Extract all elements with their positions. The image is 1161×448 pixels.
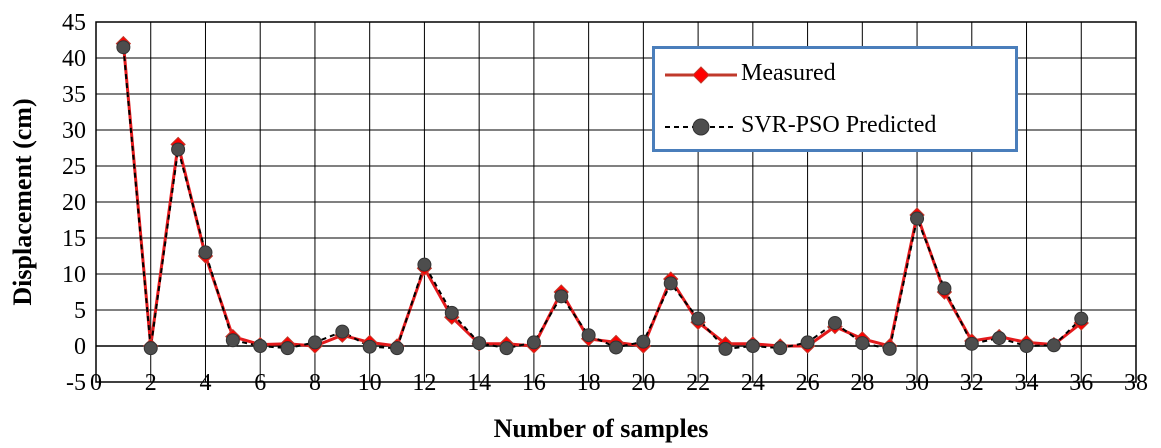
y-tick-label: 10	[62, 262, 86, 288]
x-tick-label: 10	[358, 370, 382, 396]
x-axis-label: Number of samples	[494, 414, 709, 443]
predicted-point	[992, 331, 1007, 346]
y-tick-label: 25	[62, 154, 86, 180]
predicted-point	[116, 40, 131, 55]
y-tick-label: 20	[62, 190, 86, 216]
predicted-point	[718, 341, 733, 356]
x-tick-label: 20	[631, 370, 655, 396]
x-tick-label: 28	[850, 370, 874, 396]
predicted-point	[636, 334, 651, 349]
legend-swatches	[665, 66, 737, 136]
y-tick-label: 30	[62, 118, 86, 144]
predicted-point	[390, 341, 405, 356]
y-axis-label: Displacement (cm)	[8, 98, 37, 305]
y-tick-label: -5	[66, 370, 86, 396]
x-tick-label: 26	[796, 370, 820, 396]
predicted-point	[499, 341, 514, 356]
predicted-point	[937, 281, 952, 296]
series-line-1	[122, 47, 1082, 351]
predicted-point	[691, 311, 706, 326]
predicted-point	[745, 339, 760, 353]
x-tick-label: 18	[577, 370, 601, 396]
x-tick-label: 8	[309, 370, 321, 396]
x-tick-label: 38	[1124, 370, 1148, 396]
predicted-point	[1019, 339, 1034, 353]
predicted-point	[554, 289, 569, 304]
predicted-point	[362, 339, 377, 354]
predicted-point	[280, 341, 295, 356]
predicted-point	[444, 305, 459, 320]
legend-swatch-predicted	[665, 118, 737, 136]
x-tick-label: 2	[145, 370, 157, 396]
predicted-point	[800, 335, 815, 350]
predicted-point	[225, 333, 240, 348]
series-layer	[115, 35, 1089, 356]
y-tick-label: 40	[62, 46, 86, 72]
predicted-point	[581, 328, 596, 343]
predicted-point	[1074, 311, 1089, 326]
y-tick-label: 15	[62, 226, 86, 252]
x-tick-label: 4	[199, 370, 211, 396]
predicted-point	[964, 336, 979, 351]
x-tick-label: 34	[1015, 370, 1039, 396]
x-tick-label: 16	[522, 370, 546, 396]
y-tick-label: 0	[74, 334, 86, 360]
predicted-point	[171, 142, 186, 157]
x-tick-label: 22	[686, 370, 710, 396]
predicted-point	[526, 335, 541, 350]
legend-swatch-measured	[665, 66, 737, 84]
x-tick-label: 36	[1069, 370, 1093, 396]
legend-label-predicted: SVR-PSO Predicted	[741, 112, 937, 138]
predicted-point	[198, 245, 213, 260]
predicted-point	[910, 211, 925, 226]
x-tick-label: 0	[90, 370, 102, 396]
predicted-point	[1046, 338, 1061, 353]
predicted-point	[882, 341, 897, 356]
x-tick-label: 6	[254, 370, 266, 396]
x-tick-label: 30	[905, 370, 929, 396]
legend-label-measured: Measured	[741, 60, 836, 86]
predicted-point	[253, 339, 268, 353]
predicted-point	[773, 341, 788, 356]
predicted-point	[417, 257, 432, 272]
predicted-point	[472, 336, 487, 351]
x-tick-label: 12	[412, 370, 436, 396]
predicted-point	[335, 324, 350, 339]
predicted-point	[827, 315, 842, 330]
x-tick-label: 32	[960, 370, 984, 396]
predicted-point	[307, 335, 322, 350]
y-tick-label: 45	[62, 10, 86, 36]
predicted-point	[663, 276, 678, 291]
predicted-point	[143, 341, 158, 356]
x-tick-label: 24	[741, 370, 765, 396]
predicted-point	[609, 340, 623, 355]
y-tick-label: 5	[74, 298, 86, 324]
predicted-point	[855, 336, 870, 351]
y-tick-label: 35	[62, 82, 86, 108]
legend: Measured SVR-PSO Predicted	[652, 46, 1018, 152]
x-tick-label: 14	[467, 370, 491, 396]
